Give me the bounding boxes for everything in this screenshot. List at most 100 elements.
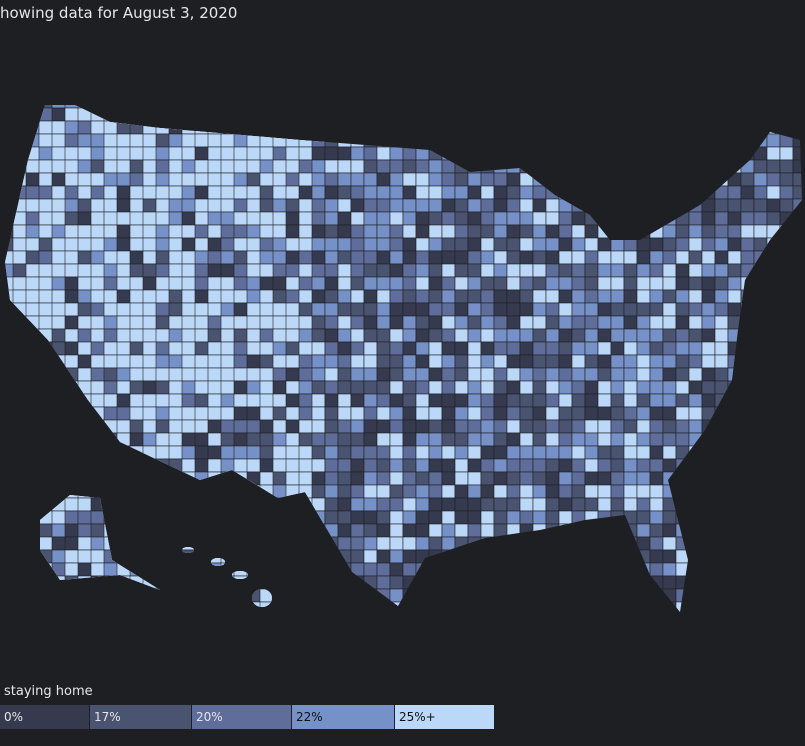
county [376,471,391,486]
county [571,172,586,187]
county [532,380,547,395]
county [545,393,560,408]
county [584,419,599,434]
legend-item: 20% [192,705,292,729]
county [623,172,638,187]
county [376,523,391,538]
county [662,185,677,200]
county [545,406,560,421]
county [324,562,339,577]
county [389,562,404,577]
county [779,588,794,603]
county [506,289,521,304]
county [766,341,781,356]
county [337,211,352,226]
county [740,497,755,512]
county [441,354,456,369]
county [117,615,143,641]
county [584,601,599,612]
county [610,276,625,291]
county [350,302,365,317]
county [376,497,391,512]
county [610,237,625,252]
county [194,107,222,135]
county [337,105,352,109]
county [272,536,300,564]
county [753,185,768,200]
county [493,354,508,369]
county [5,406,27,434]
county [701,159,716,174]
county [246,510,274,538]
county [766,380,781,395]
county [545,315,560,330]
county [571,523,586,538]
county [337,120,352,135]
county [143,615,169,641]
county [493,250,508,265]
county [350,562,365,577]
county [506,367,521,382]
county [285,510,313,538]
county [610,263,625,278]
county [714,588,729,603]
county [454,198,469,213]
county [363,523,378,538]
county [311,445,326,460]
county [454,393,469,408]
county [467,133,482,148]
county [571,224,586,239]
county [623,159,638,174]
county [350,250,365,265]
county [5,432,27,460]
county [324,237,339,252]
county [532,484,547,499]
county [402,445,417,460]
county [584,367,599,382]
county [376,107,391,122]
county [662,328,677,343]
county [623,289,638,304]
county [649,380,664,395]
county [311,601,326,612]
county [597,211,612,226]
county [571,536,586,551]
county [480,445,495,460]
county [376,562,391,577]
county [571,354,586,369]
county [675,354,690,369]
county [714,523,729,538]
county [519,315,534,330]
county [441,237,456,252]
county [688,484,703,499]
county [701,380,716,395]
county [792,198,802,213]
county [38,393,66,421]
county [662,133,677,148]
county [441,289,456,304]
county [428,263,443,278]
county [25,445,53,473]
county [753,601,768,612]
county [519,185,534,200]
county [259,549,287,577]
county [415,185,430,200]
county [324,315,339,330]
county [441,302,456,317]
county [584,484,599,499]
county [727,224,742,239]
county [597,237,612,252]
county [766,159,781,174]
county [337,185,352,200]
county [792,105,802,109]
county [532,341,547,356]
county [649,536,664,551]
county [480,133,495,148]
county [558,172,573,187]
county [519,601,534,612]
county [350,105,365,109]
county [376,159,391,174]
county [740,105,755,109]
county [636,250,651,265]
county [376,575,391,590]
